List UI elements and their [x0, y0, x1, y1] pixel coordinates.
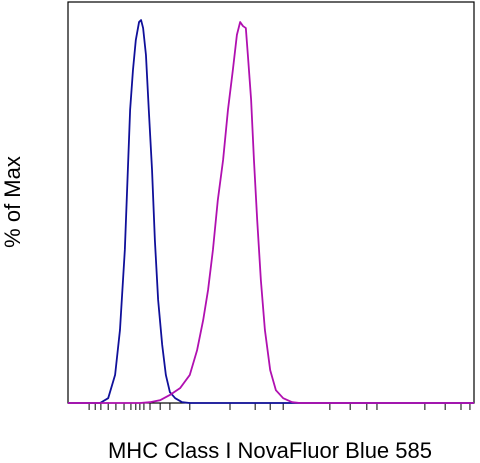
histogram-line: [68, 21, 474, 404]
plot-frame: [67, 1, 475, 404]
histogram-line: [68, 19, 474, 404]
x-axis-label: MHC Class I NovaFluor Blue 585: [108, 438, 432, 463]
y-axis-label: % of Max: [0, 156, 25, 248]
